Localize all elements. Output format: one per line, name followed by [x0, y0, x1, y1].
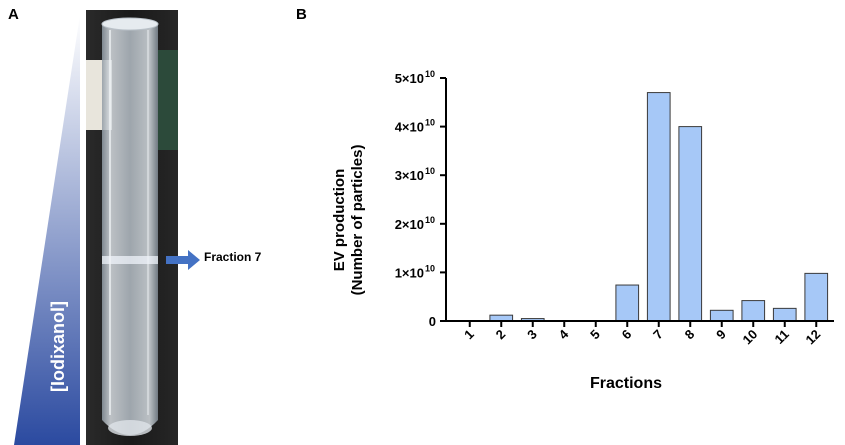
y-axis-title: EV production (Number of particles) [331, 145, 366, 296]
y-tick-label: 2×10 [395, 217, 424, 232]
x-tick-label-8: 8 [682, 327, 698, 343]
x-tick-label-10: 10 [740, 327, 761, 348]
panel-b-label: B [296, 6, 307, 23]
arrow-right-icon [166, 250, 200, 270]
bar-fraction-10 [741, 300, 766, 322]
x-tick-label-2: 2 [493, 327, 509, 343]
y-tick-exponent: 10 [425, 166, 435, 176]
x-tick-label-7: 7 [650, 327, 666, 343]
y-tick-label: 0 [429, 314, 436, 329]
x-tick-label-4: 4 [556, 326, 572, 342]
bar-fraction-6 [615, 284, 640, 322]
bar-fraction-12 [804, 272, 829, 322]
x-tick-label-12: 12 [803, 327, 824, 348]
bar-fraction-7 [646, 92, 671, 322]
x-tick-label-6: 6 [619, 327, 635, 343]
iodixanol-label: [Iodixanol] [48, 301, 68, 392]
y-tick-label: 3×10 [395, 168, 424, 183]
x-axis-title: Fractions [590, 375, 662, 392]
bar-fraction-11 [772, 307, 797, 322]
x-tick-label-3: 3 [524, 327, 540, 343]
iodixanol-gradient-wedge [14, 15, 80, 445]
y-tick-exponent: 10 [425, 215, 435, 225]
test-tube-photo [86, 10, 178, 445]
fraction-7-annotation: Fraction 7 [204, 250, 262, 264]
x-tick-label-9: 9 [713, 327, 729, 343]
ev-production-bar-chart: EV production (Number of particles) 0 1×1… [331, 69, 834, 392]
y-tick-label: 5×10 [395, 71, 424, 86]
y-tick-exponent: 10 [425, 118, 435, 128]
y-tick-exponent: 10 [425, 69, 435, 79]
y-tick-label: 1×10 [395, 265, 424, 280]
x-tick-label-1: 1 [461, 327, 477, 343]
x-tick-label-5: 5 [587, 327, 603, 343]
y-axis-label-line2: (Number of particles) [349, 145, 366, 296]
x-tick-label-11: 11 [772, 327, 792, 347]
panel-a-label: A [8, 6, 19, 23]
bar-fraction-8 [678, 126, 703, 322]
bar-fraction-9 [709, 309, 734, 322]
y-tick-exponent: 10 [425, 263, 435, 273]
y-tick-label: 4×10 [395, 120, 424, 135]
y-axis-label-line1: EV production [331, 169, 348, 272]
